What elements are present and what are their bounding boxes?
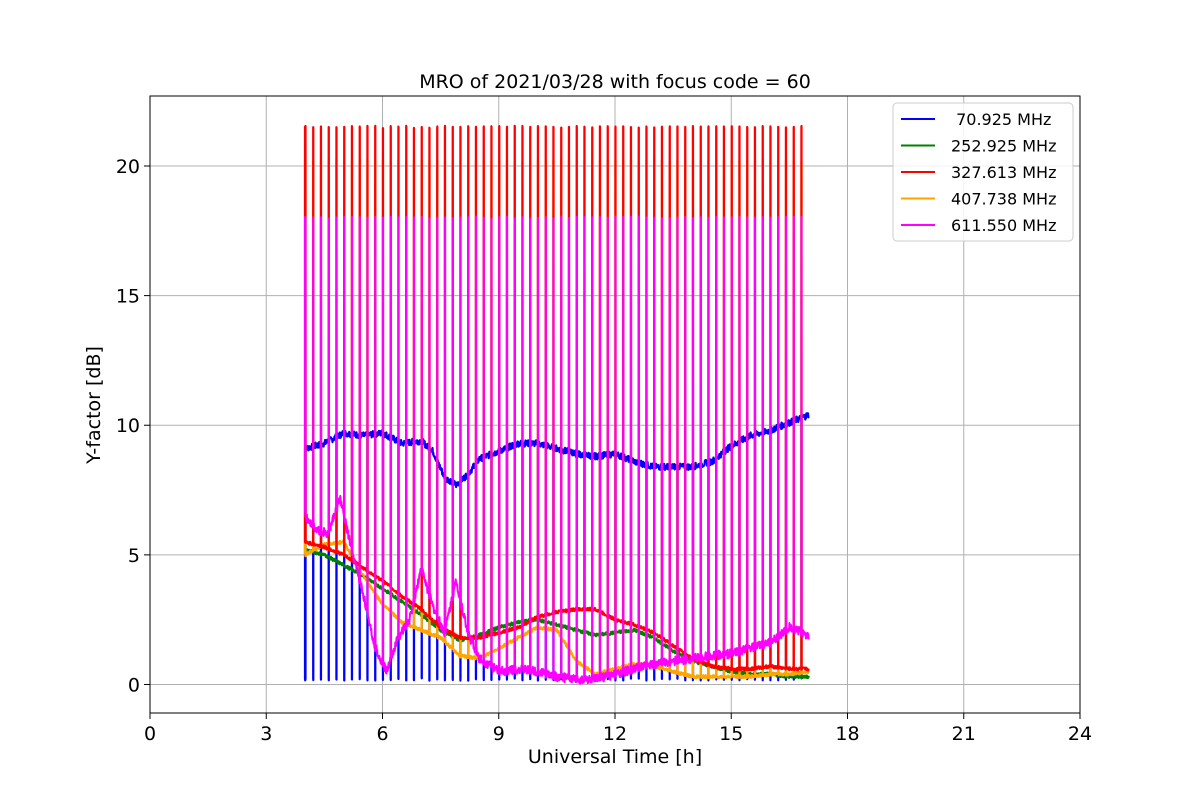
x-tick-label: 3: [260, 723, 272, 745]
legend-label: 327.613 MHz: [951, 163, 1056, 182]
legend-label: 407.738 MHz: [951, 190, 1056, 209]
y-tick-label: 20: [116, 156, 140, 178]
y-axis: 0 5 10 15 20: [116, 156, 150, 696]
x-tick-label: 15: [719, 723, 743, 745]
y-tick-label: 10: [116, 415, 140, 437]
series-line-4: [304, 215, 810, 685]
y-tick-label: 0: [128, 674, 140, 696]
legend-label: 70.925 MHz: [951, 110, 1051, 129]
x-axis-label: Universal Time [h]: [528, 746, 702, 768]
x-tick-label: 0: [144, 723, 156, 745]
x-tick-label: 12: [603, 723, 627, 745]
legend: 70.925 MHz 252.925 MHz 327.613 MHz 407.738 …: [892, 102, 1074, 242]
x-tick-label: 18: [835, 723, 859, 745]
y-tick-label: 5: [128, 545, 140, 567]
x-tick-label: 21: [952, 723, 976, 745]
legend-label: 252.925 MHz: [951, 137, 1056, 156]
x-tick-label: 24: [1068, 723, 1092, 745]
x-tick-label: 9: [493, 723, 505, 745]
x-axis: 0 3 6 9 12 15 18 21 24: [144, 713, 1092, 745]
y-tick-label: 15: [116, 286, 140, 308]
plot-lines: [303, 124, 810, 685]
legend-label: 611.550 MHz: [951, 216, 1056, 235]
y-axis-label: Y-factor [dB]: [83, 346, 105, 465]
x-tick-label: 6: [376, 723, 388, 745]
chart-title: MRO of 2021/03/28 with focus code = 60: [419, 71, 811, 93]
legend-box: [892, 102, 1074, 242]
